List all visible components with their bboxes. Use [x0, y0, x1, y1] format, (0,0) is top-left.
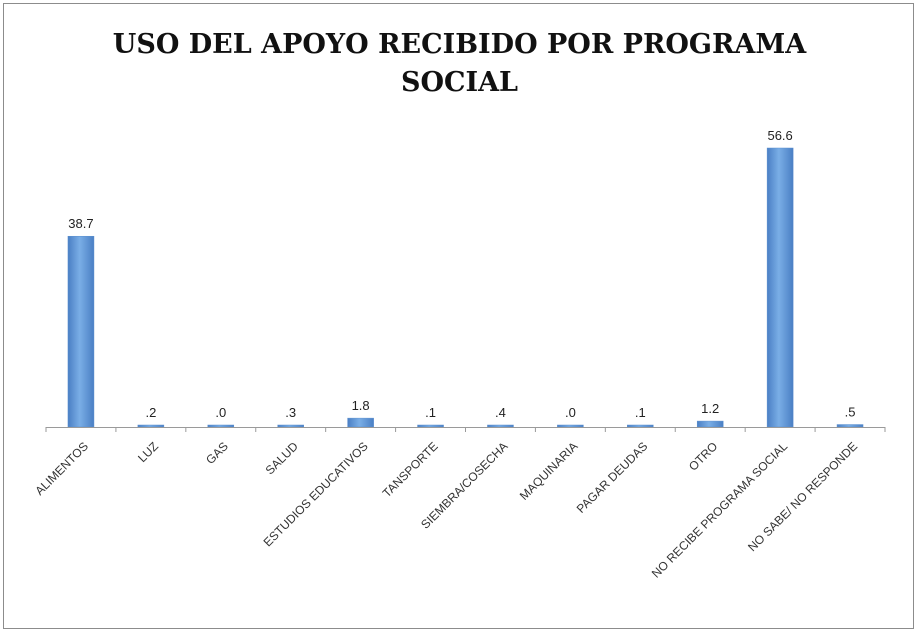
data-label: 38.7 [68, 216, 93, 231]
bar [487, 424, 514, 428]
data-label: 1.8 [352, 398, 370, 413]
chart-title-line-2: SOCIAL [400, 67, 519, 98]
data-labels-group: 38.7 .2 .0 .3 1.8 .1 .4 .0 .1 1.2 56.6 .5 [68, 128, 855, 420]
bar [766, 147, 794, 428]
bars-group [67, 147, 864, 428]
category-label: GAS [203, 439, 231, 467]
data-label: 1.2 [701, 401, 719, 416]
category-label: MAQUINARIA [517, 439, 581, 503]
category-label: NO RECIBE PROGRAMA SOCIAL [649, 439, 791, 581]
data-label: 56.6 [767, 128, 792, 143]
bar [347, 417, 374, 428]
category-label: TANSPORTE [380, 439, 441, 500]
bar [67, 235, 95, 428]
data-label: .4 [495, 405, 506, 420]
category-label: PAGAR DEUDAS [574, 439, 651, 516]
bar [417, 424, 444, 428]
data-label: .1 [635, 405, 646, 420]
bar [277, 424, 304, 428]
bar [137, 424, 165, 428]
bar [696, 420, 724, 428]
x-axis-ticks [45, 427, 886, 432]
bar [627, 424, 654, 428]
chart-title: USO DEL APOYO RECIBIDO POR PROGRAMA SOCI… [0, 26, 919, 102]
data-label: .5 [845, 405, 856, 420]
category-label: LUZ [135, 439, 161, 465]
data-label: .3 [285, 405, 296, 420]
category-label: ALIMENTOS [32, 439, 91, 498]
data-label: .2 [145, 405, 156, 420]
category-label: OTRO [686, 439, 720, 473]
data-label: .1 [425, 405, 436, 420]
bar [207, 424, 235, 428]
data-label: .0 [215, 405, 226, 420]
category-label: SALUD [263, 439, 301, 477]
bar [557, 424, 584, 428]
chart-frame [3, 3, 914, 629]
data-label: .0 [565, 405, 576, 420]
bar [836, 424, 864, 428]
chart-title-line-1: USO DEL APOYO RECIBIDO POR PROGRAMA [112, 29, 807, 60]
